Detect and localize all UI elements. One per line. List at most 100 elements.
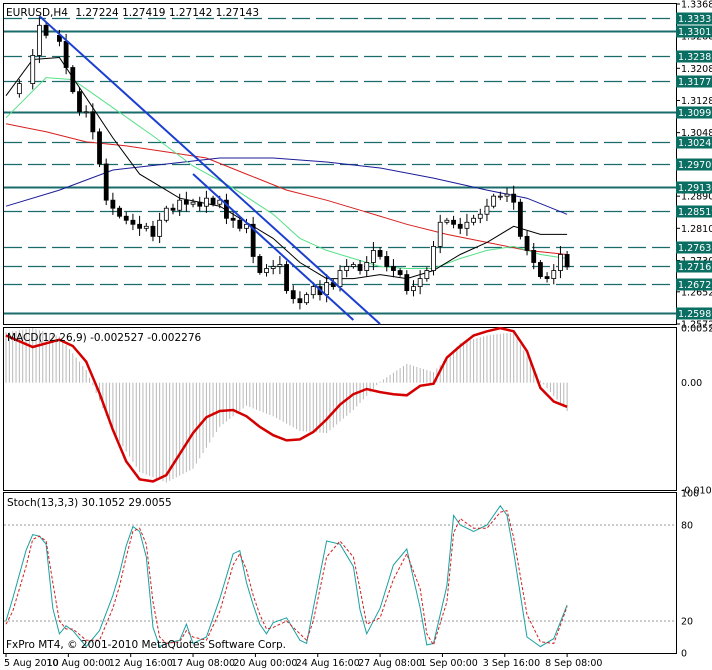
candle-body <box>384 256 390 267</box>
level-tags: 1.33338 1.33013 1.32382 1.31775 1.30995 1.302… <box>676 12 712 320</box>
candle-body <box>177 199 183 211</box>
stoch-tick: 100 <box>681 489 699 500</box>
candle-body <box>143 225 149 229</box>
candle-body <box>250 223 256 257</box>
candle-body <box>110 199 116 209</box>
time-tick-label: 8 Sep 08:00 <box>545 658 602 669</box>
stoch-tick: 80 <box>681 521 693 532</box>
candle-body <box>123 215 129 221</box>
level-tag-label: 1.32382 <box>678 52 712 63</box>
candle-body <box>377 250 383 257</box>
candle-body <box>210 197 216 205</box>
level-tag-label: 1.33338 <box>678 14 712 25</box>
candle-body <box>264 268 269 273</box>
candle-body <box>257 256 263 273</box>
candle-body <box>244 223 249 229</box>
candle-body <box>397 270 403 275</box>
stoch-main-line <box>5 504 568 648</box>
stochastic-indicator: 100 80 20 0 <box>4 489 699 660</box>
candle-body <box>224 199 229 219</box>
candle-body <box>451 219 456 225</box>
candle-body <box>37 24 42 56</box>
time-tick-label: 10 Aug 00:00 <box>46 658 110 669</box>
candle-body <box>63 40 69 68</box>
level-tag-bg <box>676 136 712 149</box>
candle-body <box>270 266 276 269</box>
candle-body <box>90 111 96 133</box>
time-tick-label: 12 Aug 16:00 <box>109 658 173 669</box>
candle-body <box>531 250 537 263</box>
level-tag-bg <box>676 241 712 254</box>
level-tag-bg <box>676 12 712 25</box>
level-tag-label: 1.30995 <box>678 108 712 119</box>
candle-body <box>150 225 156 237</box>
level-tag-label: 1.29709 <box>678 160 712 171</box>
candle-body <box>504 193 510 197</box>
ma-black-line <box>5 56 568 280</box>
candle-body <box>370 250 376 263</box>
candle-body <box>103 163 109 201</box>
candle-body <box>424 270 430 279</box>
price-tick: 1.28900 <box>681 192 712 203</box>
ma-green-line <box>5 77 568 269</box>
candle-body <box>203 197 209 207</box>
candle-body <box>517 201 523 237</box>
level-tag-bg <box>676 260 712 273</box>
time-tick-label: 24 Aug 16:00 <box>296 658 360 669</box>
price-tick: 1.28100 <box>681 224 712 235</box>
candle-body <box>511 193 517 203</box>
macd-indicator: 0.00521 0.00 -0.01022 <box>5 324 712 497</box>
stoch-signal-line <box>5 509 568 647</box>
candle-body <box>344 266 350 271</box>
candle-body <box>217 199 223 205</box>
candle-body <box>524 235 530 251</box>
level-tag-bg <box>676 106 712 119</box>
candle-body <box>157 219 163 237</box>
candle-body <box>117 207 122 217</box>
candle-body <box>310 286 316 296</box>
level-tag-label: 1.27638 <box>678 243 712 254</box>
candle-body <box>558 254 563 271</box>
level-tag-bg <box>676 278 712 291</box>
candle-body <box>538 262 543 277</box>
copyright-text: FxPro MT4, © 2001-2010 MetaQuotes Softwa… <box>6 639 286 651</box>
candle-body <box>357 264 363 271</box>
candle-body <box>350 264 356 267</box>
level-tag-label: 1.25986 <box>678 309 712 320</box>
candle-body <box>290 290 296 300</box>
candle-body <box>137 223 143 229</box>
candle-body <box>431 246 436 271</box>
stoch-pane-frame <box>3 492 677 654</box>
candle-body <box>391 266 396 271</box>
candlesticks <box>16 16 570 310</box>
candle-body <box>564 254 570 268</box>
candle-body <box>491 195 497 207</box>
time-tick-label: 17 Aug 08:00 <box>171 658 235 669</box>
time-tick-label: 27 Aug 08:00 <box>358 658 422 669</box>
chart-header: EURUSD,H4 1.27224 1.27419 1.27142 1.2714… <box>6 7 259 19</box>
candle-body <box>230 217 236 221</box>
price-tick: 1.32080 <box>681 64 712 75</box>
candle-body <box>197 201 203 207</box>
trendlines <box>38 15 381 325</box>
stoch-tick: 20 <box>681 617 693 628</box>
candle-body <box>417 278 423 288</box>
candle-body <box>337 270 343 288</box>
candle-body <box>30 55 36 84</box>
candle-body <box>237 219 243 229</box>
candle-body <box>437 221 443 247</box>
level-tag-label: 1.28519 <box>678 207 712 218</box>
candle-body <box>471 217 477 223</box>
macd-title: MACD(12,26,9) -0.002527 -0.002276 <box>7 332 202 344</box>
trendline <box>192 173 355 321</box>
time-tick-label: 20 Aug 00:00 <box>233 658 297 669</box>
stoch-title: Stoch(13,3,3) 30.1052 29.0055 <box>7 497 172 509</box>
candle-body <box>444 219 450 223</box>
candle-body <box>163 207 169 221</box>
level-tag-bg <box>676 50 712 63</box>
